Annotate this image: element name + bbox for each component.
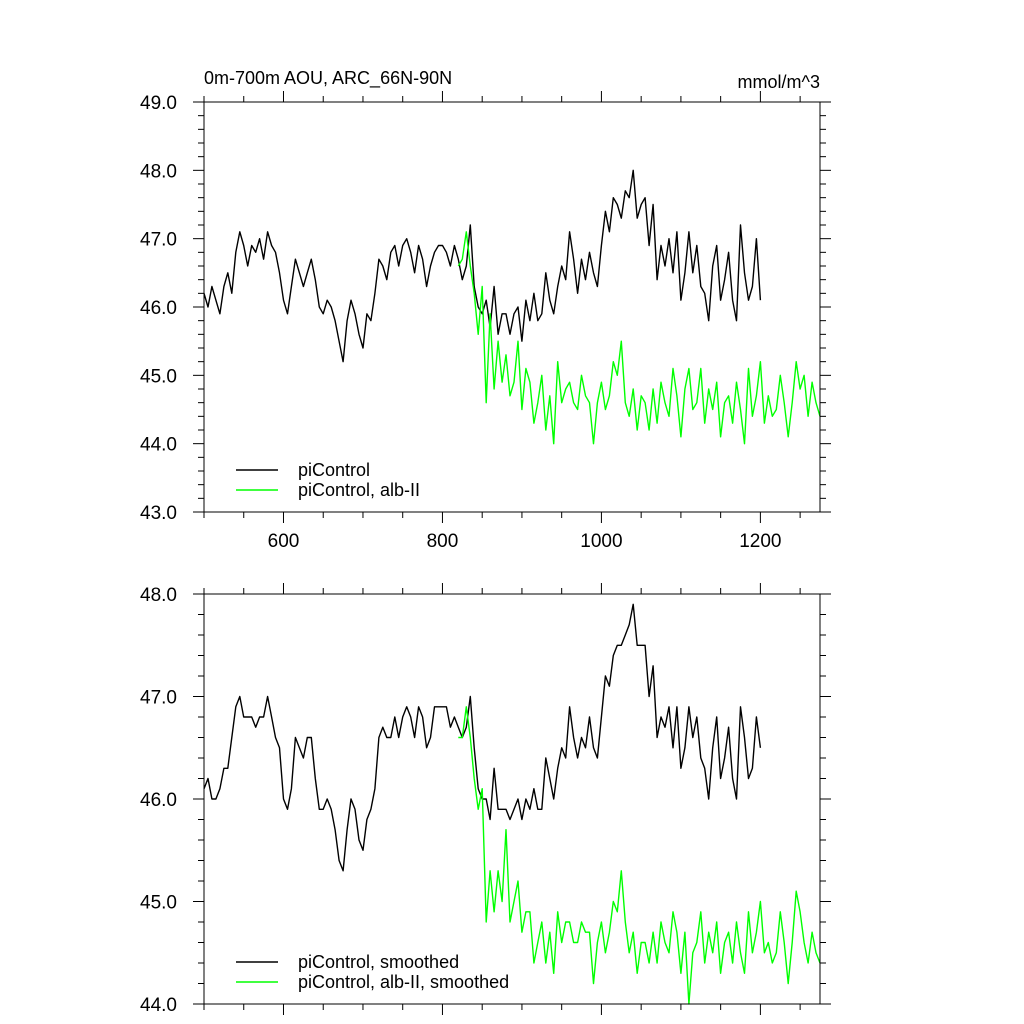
bottom-series-line-0: [203, 603, 762, 872]
bottom-y-tick-label: 47.0: [140, 688, 177, 709]
top-x-tick-label: 600: [268, 531, 300, 552]
top-y-tick-label: 46.0: [140, 298, 177, 319]
top-chart-legend: piControl piControl, alb-II: [236, 460, 420, 500]
top-chart-panel: 0m-700m AOU, ARC_66N-90N mmol/m^3 600 800…: [140, 68, 831, 552]
top-y-tick-label: 44.0: [140, 435, 177, 456]
top-chart-title: 0m-700m AOU, ARC_66N-90N: [204, 68, 452, 89]
top-y-tick-label: 45.0: [140, 366, 177, 387]
bottom-y-tick-label: 45.0: [140, 893, 177, 914]
top-x-tick-label: 800: [427, 531, 459, 552]
top-series-line-0: [203, 169, 762, 363]
top-x-tick-label: 1200: [739, 531, 781, 552]
legend-label-picontrol-smoothed: piControl, smoothed: [298, 952, 459, 972]
bottom-chart-panel: 44.0 45.0 46.0 47.0 48.0 piControl, smoothed…: [140, 583, 831, 1016]
top-series-line-1: [457, 231, 821, 445]
legend-label-picontrol-alb-ii-smoothed: piControl, alb-II, smoothed: [298, 972, 509, 992]
bottom-chart-legend: piControl, smoothed piControl, alb-II, s…: [236, 952, 509, 992]
bottom-chart-series-layer: [203, 603, 821, 1005]
bottom-chart-ticks: 44.0 45.0 46.0 47.0 48.0: [140, 583, 831, 1016]
bottom-y-tick-label: 48.0: [140, 585, 177, 606]
bottom-y-tick-label: 46.0: [140, 790, 177, 811]
top-chart-plot-frame: [203, 101, 821, 513]
top-x-tick-label: 1000: [580, 531, 622, 552]
legend-label-picontrol: piControl: [298, 460, 370, 480]
bottom-y-tick-label: 44.0: [140, 995, 177, 1016]
bottom-series-line-1: [458, 706, 821, 1005]
top-y-tick-label: 47.0: [140, 230, 177, 251]
top-y-tick-label: 48.0: [140, 161, 177, 182]
top-chart-series-layer: [203, 169, 821, 445]
top-y-tick-label: 49.0: [140, 93, 177, 114]
top-chart-ticks: 600 800 1000 1200 43.0 44.0 45.0 46.0 47.0 48.0 49…: [140, 91, 831, 552]
top-chart-units: mmol/m^3: [738, 72, 820, 92]
top-y-tick-label: 43.0: [140, 503, 177, 524]
legend-label-picontrol-alb-ii: piControl, alb-II: [298, 480, 420, 500]
bottom-chart-plot-frame: [203, 593, 821, 1005]
